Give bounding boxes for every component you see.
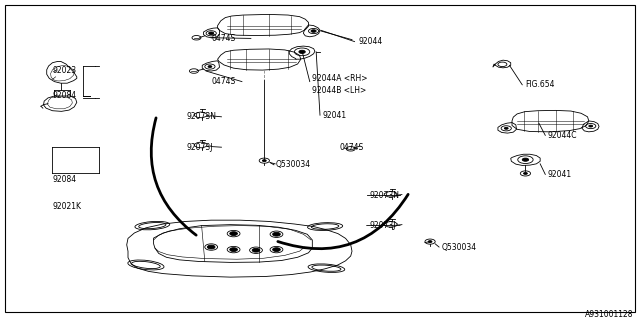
Circle shape (208, 66, 212, 68)
Text: 92073N: 92073N (369, 191, 399, 200)
Circle shape (262, 160, 266, 162)
Text: 92023: 92023 (52, 66, 77, 75)
Circle shape (524, 172, 527, 174)
Circle shape (230, 232, 237, 236)
Circle shape (311, 30, 316, 32)
Text: 92073N: 92073N (187, 112, 217, 121)
Text: 92044A <RH>: 92044A <RH> (312, 74, 367, 83)
Circle shape (252, 248, 260, 252)
Text: 92084: 92084 (52, 175, 77, 184)
Text: A931001128: A931001128 (585, 310, 634, 319)
Text: 92041: 92041 (547, 170, 572, 179)
Text: 92021K: 92021K (52, 202, 81, 211)
Circle shape (209, 32, 214, 35)
Circle shape (522, 158, 529, 161)
Circle shape (207, 245, 215, 249)
Circle shape (230, 248, 237, 252)
Text: 92073J: 92073J (187, 143, 213, 152)
Text: FIG.654: FIG.654 (525, 80, 554, 89)
Text: 0474S: 0474S (339, 143, 364, 152)
Text: 92041: 92041 (323, 111, 347, 120)
Text: 0474S: 0474S (211, 34, 236, 43)
Text: 92044: 92044 (358, 37, 383, 46)
Text: 92084: 92084 (52, 92, 77, 100)
Text: Q530034: Q530034 (442, 243, 477, 252)
Circle shape (273, 248, 280, 252)
Text: 92073J: 92073J (369, 221, 396, 230)
Text: 92044B <LH>: 92044B <LH> (312, 86, 366, 95)
Circle shape (428, 241, 432, 243)
Text: Q530034: Q530034 (275, 160, 310, 169)
Circle shape (589, 125, 593, 127)
Text: 0474S: 0474S (211, 77, 236, 86)
Circle shape (504, 127, 508, 129)
Circle shape (273, 232, 280, 236)
Text: 92044C: 92044C (547, 131, 577, 140)
Circle shape (299, 50, 305, 53)
